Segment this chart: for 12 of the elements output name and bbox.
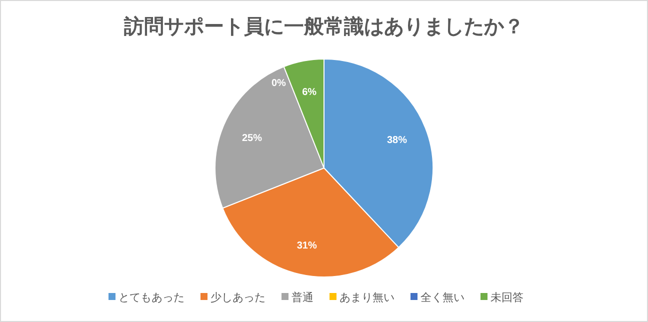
legend-label: 未回答	[490, 291, 524, 304]
text: 0%	[271, 78, 286, 89]
data-label: 6%	[302, 86, 317, 98]
legend-label: 普通	[292, 291, 314, 304]
data-label: 25%	[242, 132, 262, 144]
chart-title: 訪問サポート員に一般常識はありましたか？	[123, 15, 524, 38]
legend-label: 全く無い	[420, 292, 464, 304]
data-label: 31%	[296, 240, 317, 252]
legend-label: 少しあった	[210, 291, 266, 304]
data-label: 38%	[386, 135, 408, 146]
legend-label: あまり無い	[340, 292, 394, 304]
legend-label: とてもあった	[118, 292, 184, 304]
